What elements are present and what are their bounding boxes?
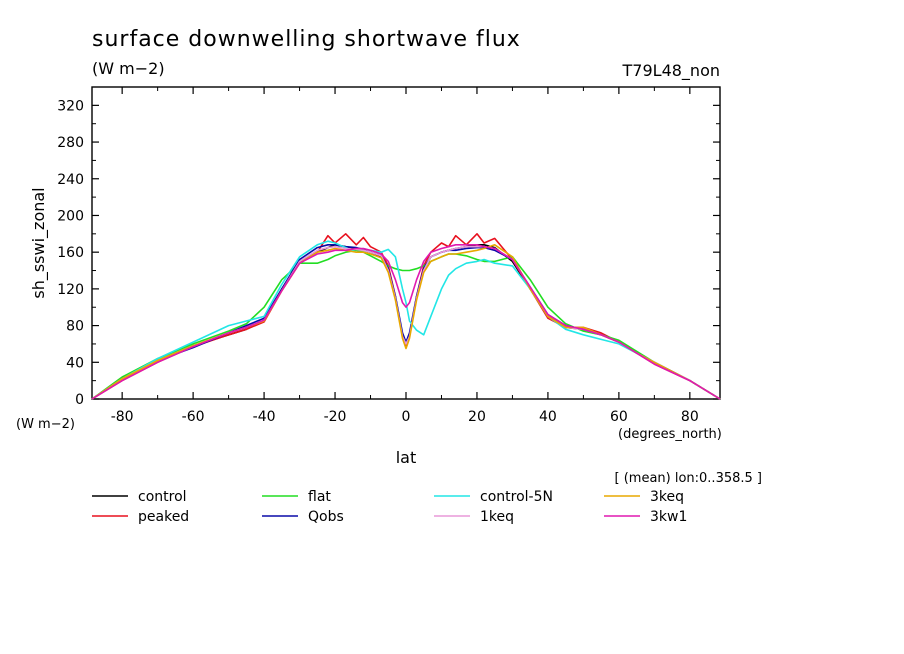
x-tick-label: 20 xyxy=(468,409,486,425)
axis-ticks xyxy=(92,87,720,400)
x-tick-label: -40 xyxy=(253,409,276,425)
legend-label-Qobs: Qobs xyxy=(308,509,344,525)
y-tick-label: 320 xyxy=(57,98,84,114)
series-line-control xyxy=(91,244,721,400)
title-units: (W m−2) xyxy=(92,59,165,78)
x-tick-label: 40 xyxy=(539,409,557,425)
run-label: T79L48_non xyxy=(622,61,720,81)
series-line-3keq xyxy=(91,244,721,400)
mean-note: [ (mean) lon:0..358.5 ] xyxy=(615,471,763,486)
chart-title: surface downwelling shortwave flux xyxy=(92,27,521,52)
series-line-peaked xyxy=(91,233,721,400)
legend-label-peaked: peaked xyxy=(138,509,189,525)
y-tick-label: 240 xyxy=(57,172,84,188)
series-line-flat xyxy=(91,249,721,400)
series-line-control-5N xyxy=(91,240,721,400)
y-unit-label: (W m−2) xyxy=(16,417,75,432)
legend-label-3keq: 3keq xyxy=(650,489,684,505)
y-axis-label: sh_sswi_zonal xyxy=(29,187,49,298)
x-unit-label: (degrees_north) xyxy=(618,427,722,442)
series-lines xyxy=(91,233,721,400)
y-tick-label: 280 xyxy=(57,135,84,151)
x-tick-label: -20 xyxy=(324,409,347,425)
y-tick-label: 160 xyxy=(57,245,84,261)
legend-label-flat: flat xyxy=(308,489,331,505)
legend-label-control-5N: control-5N xyxy=(480,489,553,505)
legend: control peaked flat Qobs control-5N 1keq 3keq 3… xyxy=(92,489,687,525)
x-tick-label: 0 xyxy=(402,409,411,425)
x-tick-label: -60 xyxy=(182,409,205,425)
x-tick-label: -80 xyxy=(111,409,134,425)
series-line-Qobs xyxy=(91,244,721,400)
y-tick-label: 200 xyxy=(57,208,84,224)
legend-label-1keq: 1keq xyxy=(480,509,514,525)
y-tick-label: 80 xyxy=(66,319,84,335)
legend-label-control: control xyxy=(138,489,187,505)
series-line-3kw1 xyxy=(91,244,721,400)
x-tick-label: 80 xyxy=(681,409,699,425)
plot-frame xyxy=(91,86,721,400)
x-tick-labels: -80 -60 -40 -20 0 20 40 60 80 xyxy=(111,409,699,425)
x-axis-label: lat xyxy=(396,448,417,467)
y-tick-labels: 0 40 80 120 160 200 240 280 320 xyxy=(57,98,84,408)
series-line-1keq xyxy=(91,245,721,400)
y-tick-label: 120 xyxy=(57,282,84,298)
y-tick-label: 0 xyxy=(75,392,84,408)
x-tick-label: 60 xyxy=(610,409,628,425)
legend-label-3kw1: 3kw1 xyxy=(650,509,687,525)
y-tick-label: 40 xyxy=(66,355,84,371)
